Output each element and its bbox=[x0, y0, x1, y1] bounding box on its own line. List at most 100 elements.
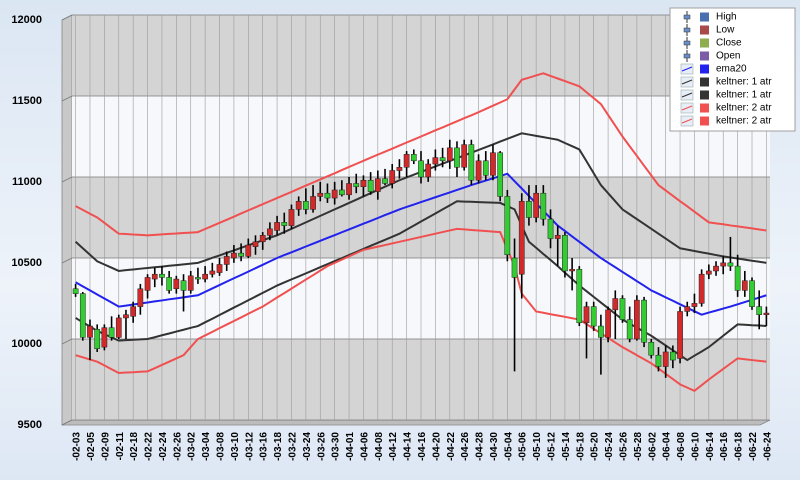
x-tick-label: -03-26 bbox=[316, 432, 327, 461]
x-tick-label: -04-22 bbox=[446, 432, 457, 461]
y-tick-label: 11500 bbox=[12, 95, 42, 107]
candle-body bbox=[691, 303, 698, 307]
candle-body bbox=[108, 327, 115, 338]
candle-body bbox=[705, 270, 712, 275]
legend-icon-line bbox=[681, 79, 693, 85]
legend-label: keltner: 2 atr bbox=[716, 116, 772, 127]
candle-body bbox=[677, 311, 683, 359]
candle-body bbox=[202, 273, 208, 280]
candle-body bbox=[123, 314, 129, 319]
candle-body bbox=[432, 157, 439, 165]
candle-body bbox=[662, 351, 669, 367]
indicator-line bbox=[75, 172, 767, 316]
candle-body bbox=[454, 147, 460, 168]
wall-grid-line bbox=[61, 95, 73, 102]
candle-body bbox=[303, 201, 309, 210]
x-tick-label: -06-16 bbox=[719, 432, 730, 461]
candle-body bbox=[554, 235, 561, 239]
x-tick-label: -02-22 bbox=[144, 432, 155, 461]
x-tick-label: -03-30 bbox=[331, 432, 342, 461]
candle-body bbox=[374, 178, 381, 192]
legend-icon bbox=[683, 14, 691, 20]
candle-body bbox=[749, 280, 755, 307]
legend-icon bbox=[683, 53, 691, 59]
candle-body bbox=[425, 163, 432, 178]
x-tick-label: -05-06 bbox=[518, 432, 529, 461]
candle-body bbox=[72, 288, 79, 294]
candle-body bbox=[446, 147, 453, 162]
candle-body bbox=[79, 293, 86, 338]
x-tick-label: -05-20 bbox=[590, 432, 601, 461]
candle-body bbox=[670, 351, 676, 361]
legend-swatch bbox=[700, 116, 709, 126]
candle-body bbox=[94, 329, 101, 349]
candle-body bbox=[195, 277, 201, 280]
x-tick-label: -02-09 bbox=[100, 432, 111, 461]
x-tick-label: -02-18 bbox=[129, 432, 140, 461]
candle-body bbox=[698, 273, 705, 304]
candle-body bbox=[223, 256, 230, 265]
x-tick-label: -04-06 bbox=[359, 432, 370, 461]
candle-body bbox=[763, 312, 770, 315]
candle-body bbox=[497, 152, 504, 197]
indicator-line bbox=[75, 72, 767, 237]
candle-body bbox=[338, 189, 345, 196]
candle-body bbox=[403, 154, 410, 168]
candle-body bbox=[655, 354, 662, 367]
x-tick-label: -05-10 bbox=[532, 432, 543, 461]
candle-body bbox=[281, 222, 288, 226]
candle-body bbox=[252, 241, 259, 247]
legend-label: keltner: 1 atr bbox=[716, 90, 772, 101]
indicator-line bbox=[75, 227, 767, 393]
x-tick-label: -03-12 bbox=[244, 432, 255, 461]
candle-body bbox=[605, 309, 611, 338]
y-tick-label: 12000 bbox=[11, 14, 42, 26]
candle-body bbox=[612, 298, 619, 311]
candle-body bbox=[439, 157, 446, 162]
candle-body bbox=[295, 201, 302, 210]
candle-body bbox=[418, 160, 424, 178]
x-tick-label: -03-16 bbox=[259, 432, 270, 461]
candle-body bbox=[734, 265, 741, 291]
y-tick-label: 9500 bbox=[18, 419, 42, 431]
candle-body bbox=[137, 288, 144, 307]
candle-body bbox=[713, 265, 719, 272]
wall-grid-line bbox=[61, 176, 73, 183]
x-tick-label: -06-08 bbox=[676, 432, 687, 461]
candle-body bbox=[547, 218, 554, 239]
legend-label: Low bbox=[716, 25, 735, 36]
x-tick-label: -04-30 bbox=[489, 432, 500, 461]
x-tick-label: -04-08 bbox=[374, 432, 385, 461]
candle-body bbox=[540, 192, 547, 220]
candle-body bbox=[238, 252, 244, 257]
candle-body bbox=[475, 160, 482, 181]
left-wall bbox=[61, 14, 73, 426]
x-tick-label: -02-11 bbox=[115, 432, 126, 461]
x-tick-label: -05-04 bbox=[503, 432, 514, 461]
candle-body bbox=[115, 317, 122, 338]
x-tick-label: -02-26 bbox=[172, 432, 183, 461]
candle-body bbox=[583, 306, 590, 324]
candle-body bbox=[360, 179, 367, 187]
legend-swatch bbox=[700, 12, 709, 22]
candle-body bbox=[151, 273, 158, 280]
y-tick-label: 11000 bbox=[12, 176, 42, 188]
x-tick-label: -05-18 bbox=[575, 432, 586, 461]
legend-label: Open bbox=[716, 51, 740, 62]
candle-body bbox=[598, 325, 604, 338]
legend-swatch bbox=[700, 77, 709, 87]
candle-body bbox=[741, 280, 748, 291]
legend-swatch bbox=[700, 90, 709, 100]
floor bbox=[61, 419, 771, 426]
candle-body bbox=[727, 262, 734, 267]
candle-body bbox=[166, 277, 172, 291]
legend-icon bbox=[683, 40, 691, 46]
candle-body bbox=[634, 299, 640, 340]
candle-body bbox=[130, 306, 137, 317]
candle-body bbox=[511, 257, 518, 278]
candle-body bbox=[410, 154, 417, 162]
y-tick-label: 10500 bbox=[11, 257, 42, 269]
candle-body bbox=[396, 167, 403, 171]
candle-body bbox=[720, 262, 727, 267]
